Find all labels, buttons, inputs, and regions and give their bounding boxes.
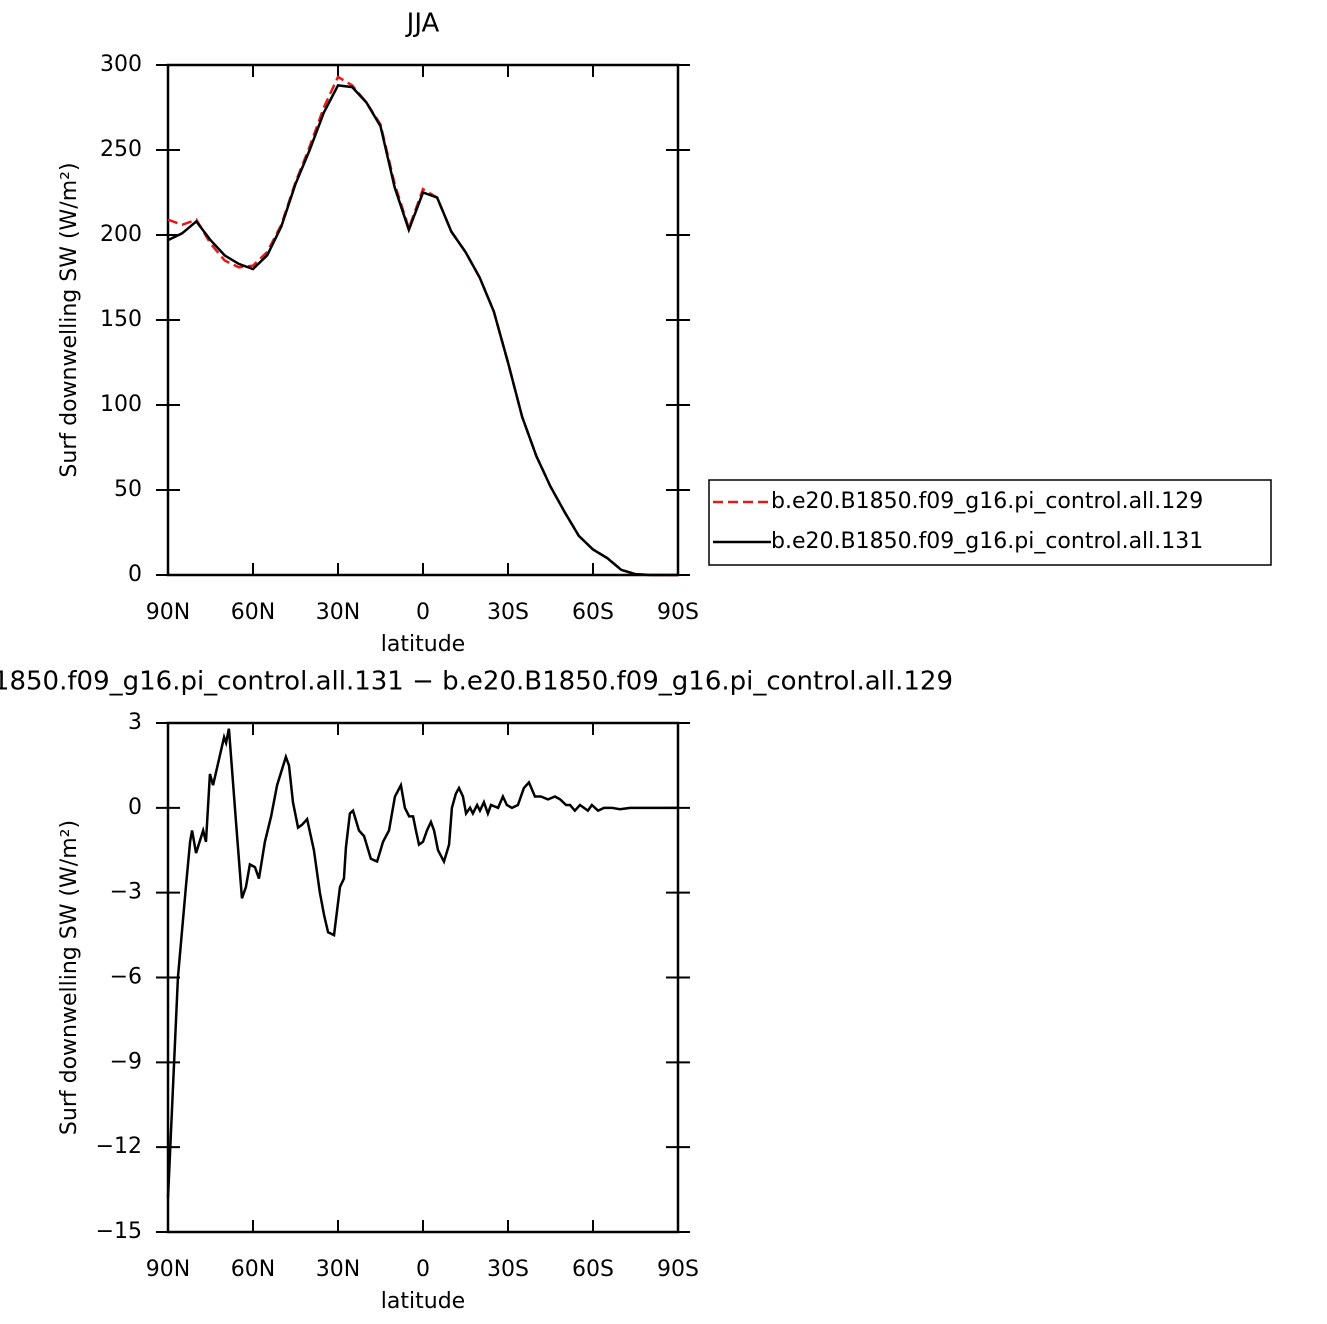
y-tick-label: −12 [96, 1134, 142, 1159]
x-tick-label: 60N [231, 600, 275, 625]
x-tick-label: 60S [572, 1257, 614, 1282]
x-axis-label: latitude [381, 1289, 465, 1314]
y-axis-label: Surf downwelling SW (W/m²) [57, 162, 82, 477]
y-tick-label: −15 [96, 1219, 142, 1244]
x-axis-label: latitude [381, 632, 465, 657]
x-tick-label: 30N [316, 1257, 360, 1282]
y-tick-label: 3 [128, 710, 142, 735]
chart-title: b.e20.B1850.f09_g16.pi_control.all.131 −… [0, 667, 953, 697]
x-tick-label: 60S [572, 600, 614, 625]
y-tick-label: −9 [110, 1049, 142, 1074]
legend-label: b.e20.B1850.f09_g16.pi_control.all.131 [771, 529, 1203, 554]
legend-label: b.e20.B1850.f09_g16.pi_control.all.129 [771, 489, 1203, 514]
y-axis-label: Surf downwelling SW (W/m²) [57, 820, 82, 1135]
chart-title: JJA [405, 9, 440, 39]
x-tick-label: 0 [416, 1257, 430, 1282]
y-tick-label: 200 [100, 222, 142, 247]
x-tick-label: 60N [231, 1257, 275, 1282]
x-tick-label: 90N [146, 1257, 190, 1282]
plot-frame [166, 63, 680, 577]
plot-frame [166, 721, 680, 1234]
legend-box [708, 479, 1272, 566]
x-tick-label: 30S [487, 1257, 529, 1282]
x-tick-label: 0 [416, 600, 430, 625]
data-line [167, 75, 678, 577]
y-tick-label: 100 [100, 392, 142, 417]
data-line [166, 728, 678, 1199]
x-tick-label: 90S [657, 600, 699, 625]
x-tick-label: 90S [657, 1257, 699, 1282]
data-line [167, 84, 678, 577]
x-tick-label: 30S [487, 600, 529, 625]
y-tick-label: 50 [114, 477, 142, 502]
y-tick-label: 150 [100, 307, 142, 332]
x-tick-label: 90N [146, 600, 190, 625]
y-tick-label: −6 [110, 965, 142, 990]
y-tick-label: 0 [128, 562, 142, 587]
x-tick-label: 30N [316, 600, 360, 625]
y-tick-label: 300 [100, 52, 142, 77]
y-tick-label: −3 [110, 880, 142, 905]
y-tick-label: 0 [128, 795, 142, 820]
y-tick-label: 250 [100, 137, 142, 162]
